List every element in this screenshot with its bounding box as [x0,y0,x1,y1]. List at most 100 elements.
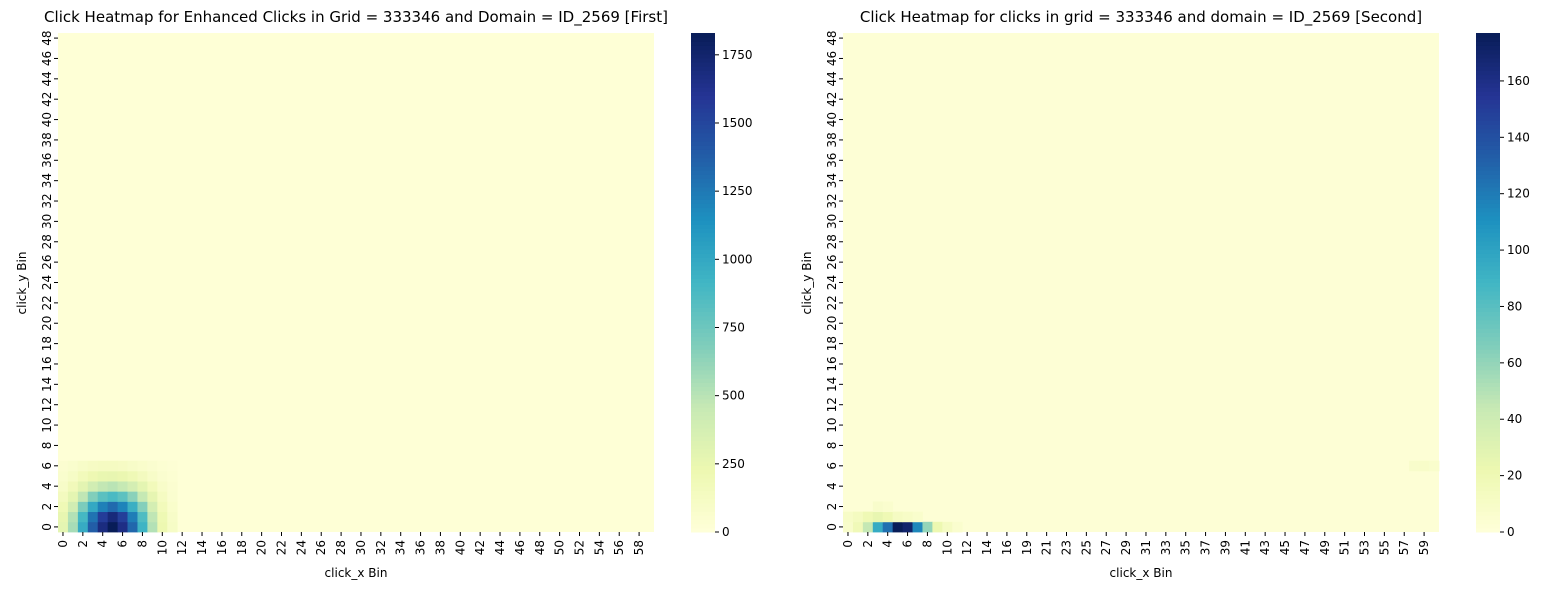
heatmap-cell [58,481,69,492]
colorbar-segment [1476,161,1500,167]
heatmap-cell [147,470,158,482]
colorbar-segment [691,145,715,150]
colorbar-segment [1476,49,1500,55]
colorbar-segment [691,174,715,180]
y-tick-label: 12 [825,397,839,412]
y-tick-label: 34 [40,173,54,188]
heatmap-cell [67,511,79,523]
colorbar-segment [1476,299,1500,304]
y-tick-label: 40 [825,112,839,127]
colorbar-segment [691,37,715,42]
colorbar-segment [691,415,715,421]
colorbar-segment [1476,232,1500,238]
colorbar-segment [1476,149,1500,155]
x-tick-label: 46 [513,540,527,555]
colorbar-segment [691,186,715,192]
x-tick-label: 27 [1099,540,1113,555]
colorbar-segment [1476,141,1500,146]
colorbar-segment [691,182,715,188]
colorbar-segment [1476,357,1500,363]
colorbar-segment [1476,336,1500,342]
colorbar-segment [1476,473,1500,479]
heatmap-cell [157,521,168,533]
x-tick-label: 12 [175,540,189,555]
colorbar-segment [1476,278,1500,283]
colorbar-segment [691,33,715,38]
colorbar-segment [1476,523,1500,529]
colorbar-segment [691,369,715,375]
x-tick-label: 14 [980,540,994,555]
colorbar-segment [691,95,715,101]
colorbar-segment [1476,482,1500,487]
colorbar-segment [691,332,715,338]
colorbar-segment [1476,328,1500,333]
chart-title: Click Heatmap for clicks in grid = 33334… [860,8,1422,27]
heatmap-cell [157,491,168,502]
colorbar-segment [1476,153,1500,159]
colorbar-segment [691,278,715,283]
colorbar: 0 250 500 750 1000 1250 1500 1750 [691,33,753,539]
x-tick-label: 32 [374,540,388,555]
colorbar-segment [691,382,715,387]
colorbar-segment [1476,432,1500,437]
y-tick-label: 32 [40,193,54,208]
colorbar-tick-label: 60 [1507,356,1522,370]
colorbar-segment [1476,82,1500,88]
colorbar-segment [691,157,715,163]
x-tick-label: 23 [1060,540,1074,555]
colorbar-segment [1476,319,1500,325]
colorbar-segment [691,99,715,105]
x-tick-label: 42 [473,540,487,555]
y-tick-label: 36 [40,153,54,168]
colorbar-segment [691,303,715,308]
colorbar-segment [691,282,715,288]
heatmap-cell [77,460,89,472]
colorbar-segment [691,411,715,417]
x-tick-label: 47 [1298,540,1312,555]
heatmap-cell [167,491,178,502]
y-tick-label: 48 [825,30,839,45]
colorbar-segment [1476,415,1500,421]
colorbar-segment [691,49,715,55]
colorbar-tick-label: 120 [1507,187,1530,201]
colorbar-segment [1476,469,1500,475]
colorbar-segment [1476,53,1500,59]
colorbar-segment [691,502,715,508]
colorbar-segment [691,70,715,76]
heatmap-cell [58,460,69,472]
colorbar-segment [691,452,715,458]
colorbar-segment [1476,37,1500,42]
heatmap-cell [77,501,89,513]
y-tick-label: 8 [40,442,54,450]
colorbar-segment [1476,436,1500,442]
heatmap-cell [167,521,178,533]
heatmap-cell [147,511,158,523]
colorbar-segment [691,149,715,155]
heatmap-cell [107,491,118,502]
x-tick-label: 37 [1199,540,1213,555]
colorbar-segment [1476,253,1500,259]
colorbar-segment [691,486,715,491]
x-tick-label: 12 [960,540,974,555]
y-tick-label: 16 [40,356,54,371]
colorbar-segment [1476,361,1500,367]
x-tick-label: 0 [841,540,855,548]
colorbar-segment [691,398,715,404]
heatmap-cell [157,501,168,513]
colorbar-segment [691,373,715,379]
colorbar-segment [691,78,715,84]
colorbar-segment [1476,274,1500,279]
colorbar-segment [1476,340,1500,346]
heatmap-cell [117,521,128,533]
colorbar-segment [1476,365,1500,371]
colorbar-segment [691,299,715,304]
y-tick-label: 44 [40,71,54,86]
colorbar-segment [1476,220,1500,225]
colorbar-segment [691,515,715,521]
heatmap-cell [952,521,963,533]
heatmap-cell [872,521,884,533]
x-tick-label: 14 [195,540,209,555]
colorbar-segment [1476,186,1500,192]
colorbar-segment [1476,199,1500,204]
